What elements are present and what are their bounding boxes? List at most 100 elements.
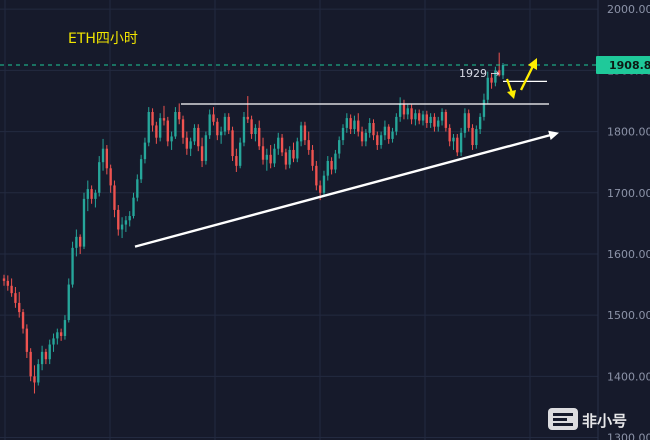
candle-body [501,64,505,76]
candle-body [109,168,112,186]
candle-body [219,131,223,136]
candle-body [296,141,299,159]
candle-body [326,160,329,176]
candle-body [10,285,13,294]
candle-body [231,130,234,157]
candle-body [200,146,204,161]
candle-body [273,148,276,164]
candle-body [94,192,97,199]
candle-body [235,156,238,166]
candle-body [185,137,189,149]
candle-body [216,121,219,136]
candle-body [364,132,368,142]
candle-body [303,125,307,141]
candle-body [143,142,147,160]
y-tick-label: 1300.00 [607,432,650,440]
candle-body [48,344,51,360]
candle-body [440,111,444,121]
candle-body [59,332,63,336]
yellow-arrow-up-head [528,58,537,70]
candle-body [258,127,261,147]
candle-body [387,126,390,139]
candle-body [490,77,493,83]
candle-body [162,118,166,121]
candle-body [189,141,192,149]
candle-body [383,126,387,136]
candle-body [315,165,318,186]
candle-body [250,119,253,135]
candle-body [6,280,9,286]
candle-body [136,179,139,198]
candle-body [376,135,379,146]
candle-body [181,119,185,138]
candle-body [288,149,291,165]
candle-body [482,99,486,117]
candle-body [75,236,78,248]
candle-body [2,278,6,281]
candle-body [124,220,128,225]
candle-body [379,135,383,146]
candle-body [456,137,459,153]
y-tick-label: 1600.00 [607,248,650,261]
candle-body [178,111,181,120]
candle-body [395,116,398,132]
watermark-icon-bar [553,423,573,426]
candle-body [486,77,489,100]
candle-body [82,198,86,247]
candle-body [37,364,40,383]
candle-body [478,116,482,130]
candle-body [56,332,59,339]
candle-body [444,111,448,128]
candle-body [318,185,322,193]
candle-body [113,185,116,210]
candle-body [208,114,211,136]
candle-body [475,129,478,146]
watermark-logo: 非小号 [548,408,627,430]
candle-body [238,142,242,166]
candle-body [170,136,173,142]
candle-body [44,351,48,360]
candle-body [307,140,310,150]
candle-body [254,127,257,135]
candle-body [280,137,284,153]
yellow-arrow-down-head [507,90,516,99]
y-tick-label: 1500.00 [607,309,650,322]
candle-body [406,108,409,115]
candle-body [498,70,501,76]
candle-body [223,116,227,132]
candle-body [410,108,413,120]
candle-body [117,209,120,230]
candle-body [368,123,371,133]
candle-body [204,135,208,161]
candle-body [360,131,364,142]
candle-body [448,127,451,142]
candle-body [459,132,463,153]
peak-price-label: 1929 → [459,67,500,80]
candle-body [33,376,36,383]
candle-body [261,146,265,160]
candle-body [71,247,74,285]
candle-body [29,351,32,377]
candle-body [433,116,436,127]
candle-body [357,120,360,132]
candle-body [63,320,67,336]
candle-body [334,153,337,170]
candle-body [353,120,356,130]
current-price-label: 1908.80 [609,59,650,72]
candle-body [277,137,280,149]
candle-body [429,116,432,124]
trendline-arrowhead [548,130,559,140]
candle-body [330,160,333,170]
candle-body [120,224,124,230]
candle-body [345,118,349,128]
candle-body [25,328,29,352]
watermark-text: 非小号 [582,412,627,430]
candle-body [322,175,326,193]
candle-body [391,131,394,139]
candle-body [398,103,402,117]
candle-body [14,293,17,303]
current-price-badge [596,55,650,74]
candle-body [452,137,455,142]
